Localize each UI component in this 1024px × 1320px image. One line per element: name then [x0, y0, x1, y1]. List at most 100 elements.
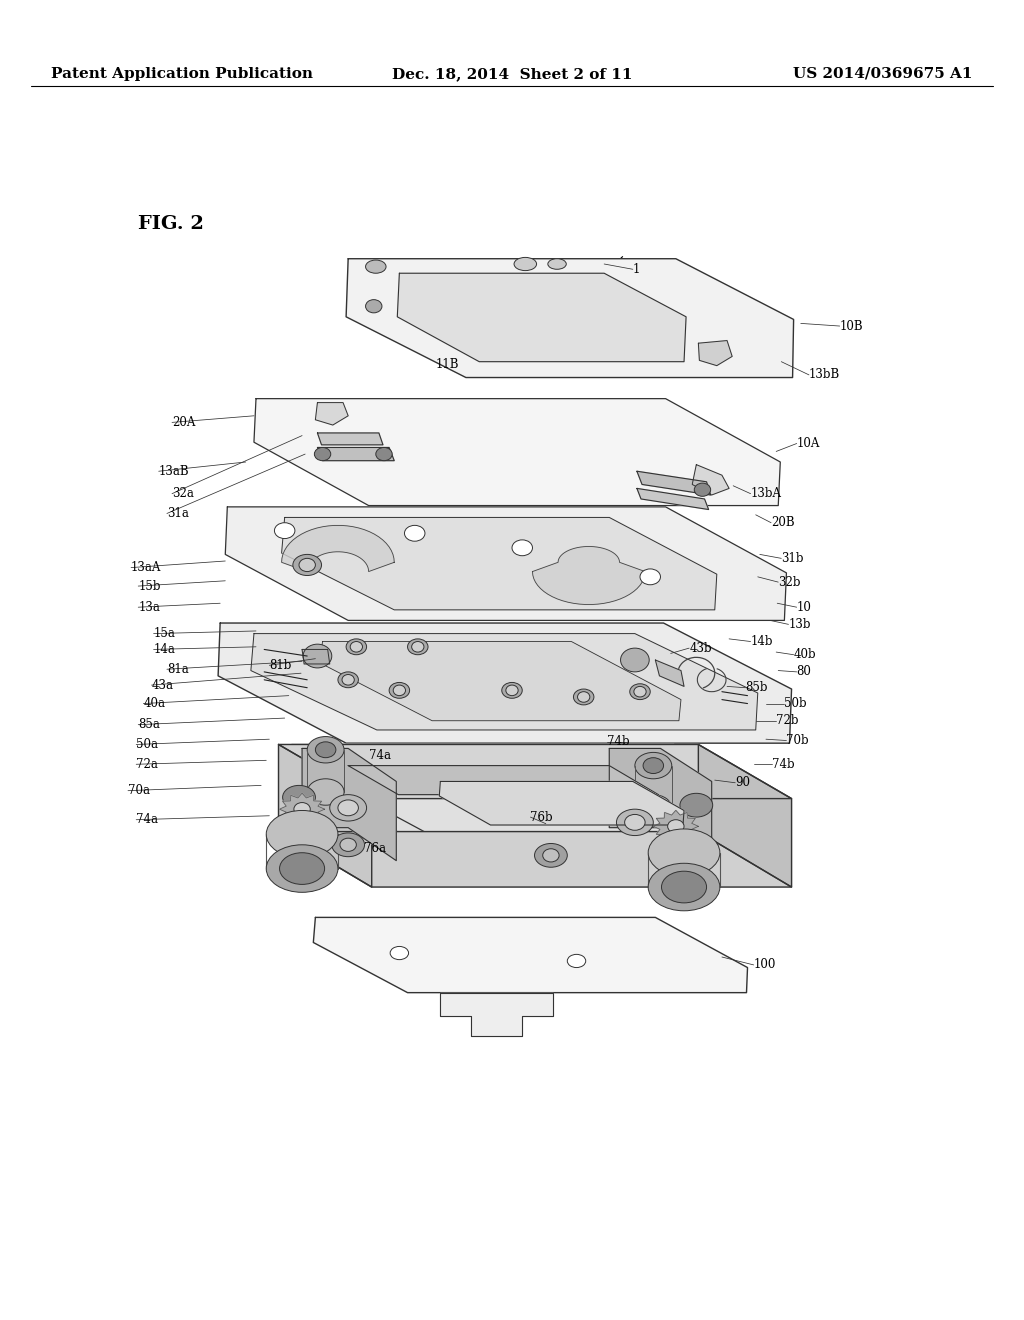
Polygon shape: [336, 744, 791, 847]
Text: Dec. 18, 2014  Sheet 2 of 11: Dec. 18, 2014 Sheet 2 of 11: [392, 67, 632, 81]
Ellipse shape: [634, 686, 646, 697]
Polygon shape: [279, 744, 372, 887]
Ellipse shape: [314, 447, 331, 461]
Text: 74a: 74a: [136, 813, 158, 826]
Text: 70a: 70a: [128, 784, 150, 797]
Ellipse shape: [635, 795, 672, 821]
Ellipse shape: [307, 737, 344, 763]
Ellipse shape: [293, 554, 322, 576]
Text: 10: 10: [797, 601, 812, 614]
Polygon shape: [279, 744, 792, 799]
Polygon shape: [315, 403, 348, 425]
Text: 100: 100: [754, 958, 776, 972]
Polygon shape: [280, 793, 325, 825]
Text: 81a: 81a: [167, 663, 188, 676]
Polygon shape: [692, 465, 729, 495]
Polygon shape: [319, 642, 681, 721]
Text: 20A: 20A: [172, 416, 196, 429]
Ellipse shape: [635, 752, 672, 779]
Ellipse shape: [412, 642, 424, 652]
Ellipse shape: [393, 685, 406, 696]
Text: 31b: 31b: [781, 552, 804, 565]
Text: 11B: 11B: [436, 358, 459, 371]
Text: 76a: 76a: [364, 842, 385, 855]
Ellipse shape: [621, 648, 649, 672]
Polygon shape: [290, 744, 783, 832]
Polygon shape: [440, 993, 553, 1036]
Text: 14a: 14a: [154, 643, 175, 656]
Text: 43a: 43a: [152, 678, 173, 692]
Polygon shape: [313, 917, 748, 993]
Text: 32b: 32b: [778, 576, 801, 589]
Polygon shape: [637, 488, 709, 510]
Polygon shape: [254, 399, 780, 506]
Ellipse shape: [389, 682, 410, 698]
Ellipse shape: [346, 639, 367, 655]
Polygon shape: [302, 649, 330, 664]
Polygon shape: [346, 259, 794, 378]
Text: 70b: 70b: [786, 734, 809, 747]
Polygon shape: [655, 660, 684, 686]
Ellipse shape: [662, 871, 707, 903]
Ellipse shape: [283, 785, 315, 809]
Text: 13a: 13a: [138, 601, 160, 614]
Text: Patent Application Publication: Patent Application Publication: [51, 67, 313, 81]
Text: 31a: 31a: [167, 507, 188, 520]
Polygon shape: [532, 546, 645, 605]
Polygon shape: [397, 273, 686, 362]
Ellipse shape: [303, 644, 332, 668]
Ellipse shape: [567, 954, 586, 968]
Polygon shape: [225, 507, 786, 620]
Polygon shape: [282, 525, 394, 572]
Text: 13aA: 13aA: [131, 561, 162, 574]
Ellipse shape: [616, 809, 653, 836]
Ellipse shape: [625, 814, 645, 830]
Ellipse shape: [299, 558, 315, 572]
Ellipse shape: [338, 672, 358, 688]
Ellipse shape: [280, 853, 325, 884]
Text: 13aB: 13aB: [159, 465, 189, 478]
Text: FIG. 2: FIG. 2: [138, 215, 204, 234]
Ellipse shape: [506, 685, 518, 696]
Text: 74b: 74b: [607, 735, 630, 748]
Polygon shape: [218, 623, 792, 743]
Text: 80: 80: [797, 665, 812, 678]
Text: 50b: 50b: [784, 697, 807, 710]
Ellipse shape: [630, 684, 650, 700]
Text: 13bB: 13bB: [809, 368, 841, 381]
Ellipse shape: [680, 793, 713, 817]
Ellipse shape: [366, 300, 382, 313]
Ellipse shape: [366, 260, 386, 273]
Text: 32a: 32a: [172, 487, 194, 500]
Ellipse shape: [648, 863, 720, 911]
Ellipse shape: [643, 758, 664, 774]
Ellipse shape: [274, 523, 295, 539]
Text: 14b: 14b: [751, 635, 773, 648]
Ellipse shape: [390, 946, 409, 960]
Text: 13bA: 13bA: [751, 487, 781, 500]
Ellipse shape: [694, 483, 711, 496]
Text: 90: 90: [735, 776, 751, 789]
Ellipse shape: [307, 779, 344, 805]
Text: US 2014/0369675 A1: US 2014/0369675 A1: [794, 67, 973, 81]
Text: 10B: 10B: [840, 319, 863, 333]
Text: 85a: 85a: [138, 718, 160, 731]
Ellipse shape: [266, 810, 338, 858]
Text: 72b: 72b: [776, 714, 799, 727]
Ellipse shape: [548, 259, 566, 269]
Ellipse shape: [502, 682, 522, 698]
Polygon shape: [346, 781, 778, 869]
Ellipse shape: [514, 257, 537, 271]
Polygon shape: [637, 471, 711, 495]
Text: 1: 1: [633, 263, 640, 276]
Polygon shape: [609, 748, 712, 861]
Text: 40b: 40b: [794, 648, 816, 661]
Ellipse shape: [342, 675, 354, 685]
Ellipse shape: [404, 525, 425, 541]
Polygon shape: [317, 447, 394, 461]
Ellipse shape: [578, 692, 590, 702]
Polygon shape: [698, 341, 732, 366]
Ellipse shape: [266, 845, 338, 892]
Ellipse shape: [543, 849, 559, 862]
Ellipse shape: [340, 838, 356, 851]
